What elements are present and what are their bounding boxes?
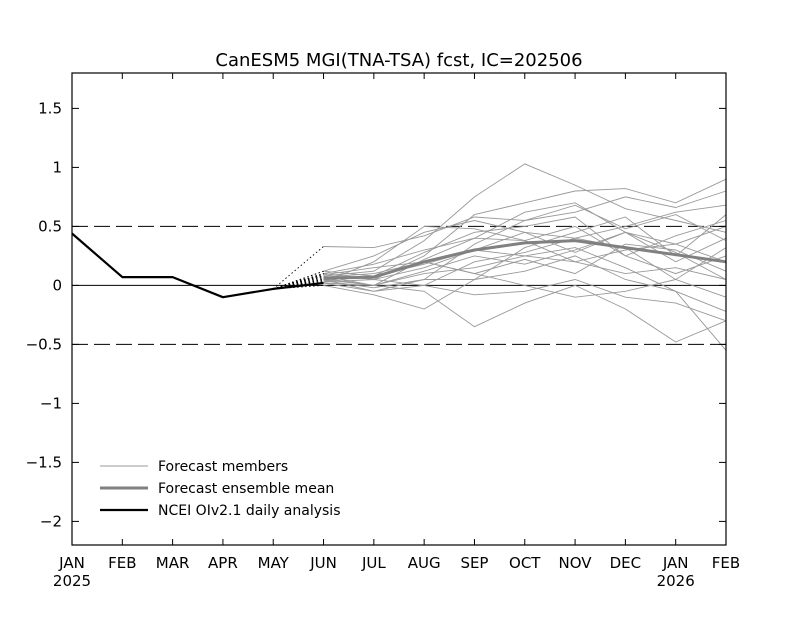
member-line-14 xyxy=(323,243,727,278)
member-line-19 xyxy=(323,237,727,286)
member-line-8 xyxy=(323,275,727,343)
plot-frame xyxy=(71,72,727,546)
x-tick-label: MAY xyxy=(258,554,290,572)
member-line-16 xyxy=(323,279,727,322)
observed-line xyxy=(71,232,324,299)
y-tick-label: 1 xyxy=(52,158,62,176)
dotted-transition xyxy=(272,246,324,290)
x-tick-label: APR xyxy=(208,554,238,572)
y-tick-label: −1 xyxy=(40,394,62,412)
transition-line-0 xyxy=(272,246,324,290)
x-tick-label: JUN xyxy=(309,554,337,572)
x-tick-label: NOV xyxy=(559,554,593,572)
legend: Forecast members Forecast ensemble mean … xyxy=(100,459,341,519)
ensemble-mean-line xyxy=(323,239,727,280)
x-axis: JAN FEB MAR APR MAY JUN JUL AUG SEP OCT NOV DEC JAN F… xyxy=(53,73,740,590)
x-year-label: 2025 xyxy=(53,572,91,590)
legend-label-members: Forecast members xyxy=(158,459,288,475)
x-tick-label: AUG xyxy=(408,554,441,572)
member-line-12 xyxy=(323,255,727,351)
forecast-members xyxy=(323,163,727,351)
x-tick-label: DEC xyxy=(610,554,642,572)
x-tick-label: MAR xyxy=(156,554,190,572)
member-line-5 xyxy=(323,202,727,286)
member-line-15 xyxy=(323,261,727,298)
x-tick-label: OCT xyxy=(509,554,541,572)
x-tick-label: FEB xyxy=(712,554,740,572)
y-tick-label: 0.5 xyxy=(38,217,62,235)
y-tick-label: −2 xyxy=(40,512,62,530)
x-tick-label: SEP xyxy=(460,554,488,572)
x-tick-label: FEB xyxy=(108,554,136,572)
chart-title: CanESM5 MGI(TNA-TSA) fcst, IC=202506 xyxy=(215,50,582,71)
y-tick-label: −0.5 xyxy=(26,335,62,353)
x-tick-label: JUL xyxy=(361,554,386,572)
x-year-label: 2026 xyxy=(657,572,695,590)
y-tick-label: −1.5 xyxy=(26,453,62,471)
member-line-13 xyxy=(323,216,727,277)
y-tick-label: 1.5 xyxy=(38,99,62,117)
x-tick-label: JAN xyxy=(58,554,85,572)
y-axis: 1.5 1 0.5 0 −0.5 −1 −1.5 −2 xyxy=(26,99,726,530)
ensemble-mean xyxy=(323,239,727,280)
transition-line-17 xyxy=(273,273,324,290)
y-tick-label: 0 xyxy=(52,276,62,294)
member-line-17 xyxy=(323,225,727,275)
observed-analysis xyxy=(71,232,324,299)
legend-label-ensemble-mean: Forecast ensemble mean xyxy=(158,481,334,497)
legend-label-observed: NCEI OIv2.1 daily analysis xyxy=(158,503,341,519)
x-tick-label: JAN xyxy=(662,554,689,572)
